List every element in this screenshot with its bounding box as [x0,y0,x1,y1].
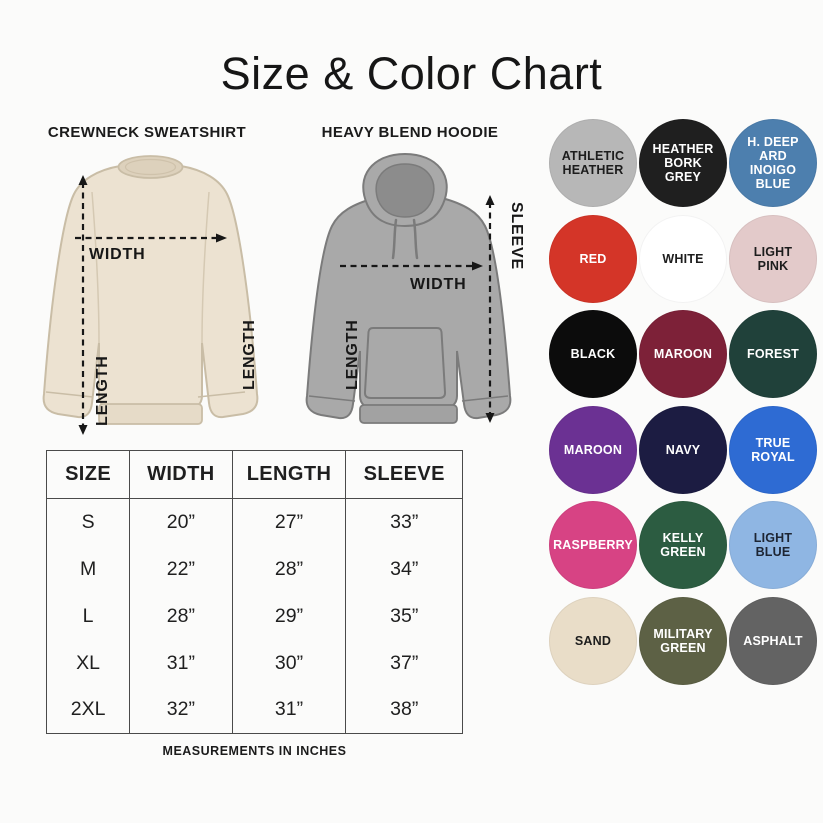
table-row: 2XL 32” 31” 38” [47,686,463,734]
swatch-light-pink: LIGHT PINK [729,214,817,303]
table-row: L 28” 29” 35” [47,592,463,640]
table-row: XL 31” 30” 37” [47,639,463,687]
hoodie-cuff-right [461,395,509,402]
swatch-white: WHITE [639,214,727,303]
crewneck-length-label: LENGTH [94,355,111,426]
size-cell: XL [76,651,101,674]
swatch-sand: SAND [549,596,637,685]
hoodie-cuff-left [308,395,356,402]
length-cell: 28” [231,545,346,593]
hoodie-sleeve-arrowhead-top [485,195,495,205]
page-title: Size & Color Chart [220,48,603,99]
size-cell: L [82,604,94,627]
length-cell: 29” [231,592,346,640]
size-cell: 2XL [70,698,106,721]
sleeve-cell: 33” [345,498,463,546]
size-cell: S [81,510,95,533]
hoodie-drawstring-right [412,218,419,260]
swatch-asphalt: ASPHALT [729,596,817,685]
crewneck-seam-left [91,191,100,344]
hoodie-sleeve-label: SLEEVE [508,202,525,270]
width-cell: 22” [129,545,233,593]
crewneck-length-arrowhead-bottom [78,425,88,435]
hoodie-hood-interior [375,163,435,218]
col-header-size: SIZE [46,450,130,499]
swatch-raspberry: RASPBERRY [549,501,637,589]
swatch-maroon: MAROON [639,310,727,398]
crewneck-cuff-right [197,391,246,398]
crewneck-cuff-left [45,391,94,398]
hoodie-width-label: WIDTH [410,276,466,293]
length-cell: 31” [231,686,346,734]
hoodie-length-label: LENGTH [344,319,361,390]
swatch-kelly-green: KELLY GREEN [639,501,727,589]
swatch-navy: NAVY [639,405,727,494]
sleeve-cell: 35” [345,592,463,640]
sleeve-cell: 37” [345,639,463,687]
crewneck-illustration: WIDTH LENGTH LENGTH [42,155,259,435]
hoodie-illustration: WIDTH LENGTH SLEEVE [305,152,525,424]
hoodie-drawstring-left [391,218,398,260]
width-cell: 32” [129,686,233,734]
swatch-athletic-heather: ATHLETIC HEATHER [549,119,637,207]
color-grid: ATHLETIC HEATHER HEATHER BORK GREY H. DE… [549,119,819,692]
width-cell: 31” [129,639,233,687]
hoodie-width-arrowhead [472,261,483,271]
crewneck-collar-inner [124,158,177,176]
size-table-header-row: SIZE WIDTH LENGTH SLEEVE [46,450,463,499]
swatch-forest: FOREST [729,310,817,398]
table-row: M 22” 28” 34” [47,545,463,593]
measurements-note: MEASUREMENTS IN INCHES [162,744,347,758]
swatch-h-deep-ard-inoigo-blue: H. DEEP ARD INOIGO BLUE [729,119,817,207]
width-cell: 20” [129,498,233,546]
col-header-sleeve: SLEEVE [345,450,463,499]
size-table: SIZE WIDTH LENGTH SLEEVE S 20” 27” 33” M… [46,450,463,734]
crewneck-width-arrowhead [216,233,227,243]
hoodie-waistband [359,404,458,424]
swatch-maroon-purple: MAROON [549,405,637,494]
swatch-true-royal: TRUE ROYAL [729,405,817,494]
crewneck-sleeve-length-label: LENGTH [241,319,258,390]
sleeve-cell: 34” [345,545,463,593]
length-cell: 30” [231,639,346,687]
crewneck-body [42,164,259,419]
crewneck-waistband [98,403,203,425]
hoodie-pocket [363,327,447,399]
col-header-length: LENGTH [231,450,346,499]
hoodie-sleeve-arrowhead-bottom [485,413,495,423]
swatch-military-green: MILITARY GREEN [639,596,727,685]
col-header-width: WIDTH [129,450,233,499]
length-cell: 27” [231,498,346,546]
crewneck-width-label: WIDTH [89,246,145,263]
crewneck-seam-right [201,191,210,344]
swatch-light-blue: LIGHT BLUE [729,501,817,589]
sleeve-cell: 38” [345,686,463,734]
size-cell: M [79,557,97,580]
crewneck-heading: CREWNECK SWEATSHIRT [47,124,247,141]
swatch-heather-bork-grey: HEATHER BORK GREY [639,119,727,207]
width-cell: 28” [129,592,233,640]
crewneck-length-arrowhead-top [78,175,88,185]
swatch-black: BLACK [549,310,637,398]
hoodie-heading: HEAVY BLEND HOODIE [321,124,499,141]
table-row: S 20” 27” 33” [47,498,463,546]
swatch-red: RED [549,214,637,303]
